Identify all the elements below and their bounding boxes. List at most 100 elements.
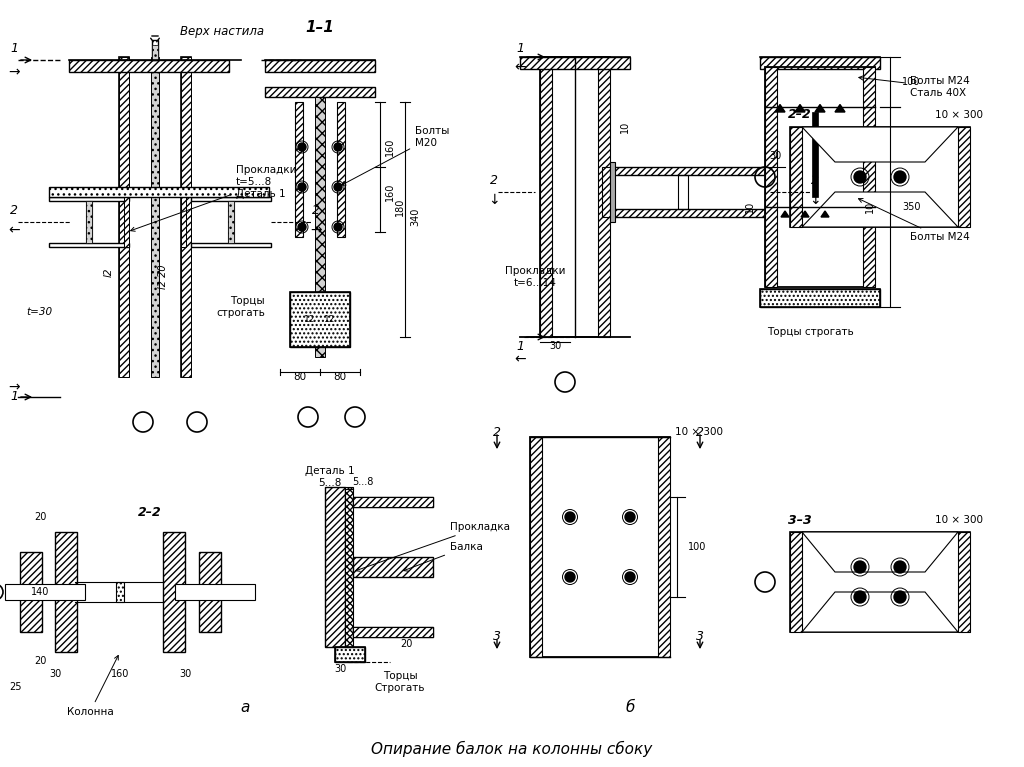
Text: 25: 25 [9, 682, 22, 692]
Text: Балка: Балка [403, 542, 483, 571]
Text: 20: 20 [400, 639, 413, 649]
Bar [49, 187, 269, 197]
Polygon shape [775, 104, 785, 112]
Bar [540, 57, 610, 337]
Bar [658, 437, 670, 657]
Polygon shape [802, 192, 958, 227]
Text: 2: 2 [312, 204, 319, 217]
Bar [325, 487, 345, 647]
Text: 5...8: 5...8 [352, 477, 374, 487]
Text: Торцы
Строгать: Торцы Строгать [375, 671, 425, 693]
Text: 1: 1 [10, 390, 18, 403]
Bar [790, 532, 970, 632]
Bar [790, 127, 802, 227]
Bar [337, 102, 345, 237]
Bar [175, 584, 255, 600]
Bar [760, 289, 880, 307]
Text: 1–1: 1–1 [305, 19, 335, 35]
Circle shape [894, 171, 906, 183]
Text: Торцы
строгать: Торцы строгать [216, 296, 265, 318]
Text: Торцы строгать: Торцы строгать [767, 327, 853, 337]
Text: ←: ← [8, 223, 19, 237]
Bar [290, 292, 350, 347]
Polygon shape [802, 592, 958, 632]
Text: →: → [8, 380, 19, 394]
Circle shape [625, 572, 635, 582]
Text: 20: 20 [34, 512, 46, 522]
Text: а: а [241, 700, 250, 715]
Text: t=30: t=30 [26, 307, 52, 317]
Text: Прокладки
t=6...14: Прокладки t=6...14 [505, 266, 565, 288]
Text: 10: 10 [745, 201, 755, 213]
Bar [86, 201, 92, 243]
Bar [265, 87, 375, 97]
Bar [119, 57, 129, 377]
Polygon shape [815, 104, 825, 112]
Text: Прокладки
t=5...8
Деталь 1: Прокладки t=5...8 Деталь 1 [131, 166, 297, 231]
Text: 100: 100 [902, 77, 921, 87]
Bar [602, 167, 610, 217]
Text: б: б [626, 700, 635, 715]
Bar [765, 67, 777, 287]
Text: 2: 2 [493, 426, 501, 439]
Bar [958, 127, 970, 227]
Polygon shape [835, 104, 845, 112]
Bar [540, 57, 552, 337]
Text: 12: 12 [304, 315, 315, 324]
Bar [228, 201, 234, 243]
Bar [530, 437, 670, 657]
Bar [265, 60, 375, 72]
Circle shape [298, 183, 306, 191]
Circle shape [854, 561, 866, 573]
Text: 10 × 300: 10 × 300 [935, 515, 983, 525]
Bar [290, 292, 350, 347]
Text: l2: l2 [104, 267, 114, 277]
Circle shape [565, 572, 575, 582]
Circle shape [854, 171, 866, 183]
Text: 30: 30 [179, 669, 191, 679]
Circle shape [894, 591, 906, 603]
Text: ←: ← [514, 352, 525, 366]
Text: 2: 2 [10, 204, 18, 217]
Circle shape [298, 223, 306, 231]
Bar [335, 647, 365, 662]
Circle shape [894, 561, 906, 573]
Text: 2: 2 [696, 426, 705, 439]
Bar [181, 197, 186, 247]
Text: 100: 100 [688, 542, 707, 552]
Bar [49, 197, 129, 201]
Bar [181, 57, 191, 377]
Bar [163, 532, 185, 652]
Text: 10 × 300: 10 × 300 [935, 110, 983, 120]
Text: 10 × 300: 10 × 300 [675, 427, 723, 437]
Text: ←: ← [514, 60, 525, 74]
Bar [119, 57, 129, 377]
Text: Болты М24
Сталь 40Х: Болты М24 Сталь 40Х [859, 76, 970, 98]
Bar [765, 67, 874, 287]
Bar [335, 647, 365, 662]
Bar [191, 197, 271, 201]
Bar [353, 557, 433, 577]
Text: 3: 3 [696, 630, 705, 644]
Bar [520, 57, 630, 69]
Text: →: → [8, 65, 19, 79]
Bar [610, 162, 615, 222]
Text: 180: 180 [395, 198, 406, 216]
Bar [678, 175, 688, 209]
Text: 140: 140 [31, 587, 49, 597]
Bar [610, 167, 765, 175]
Text: Деталь 1
5...8: Деталь 1 5...8 [305, 466, 354, 488]
Polygon shape [781, 211, 790, 217]
Circle shape [565, 512, 575, 522]
Bar [181, 57, 191, 377]
Bar [49, 243, 129, 247]
Bar [790, 127, 970, 227]
Circle shape [334, 143, 342, 151]
Text: ↓: ↓ [488, 193, 500, 207]
Text: Опирание балок на колонны сбоку: Опирание балок на колонны сбоку [372, 741, 652, 757]
Bar [610, 209, 765, 217]
Bar [199, 552, 221, 632]
Bar [760, 289, 880, 307]
Text: 1: 1 [516, 341, 524, 354]
Bar [812, 112, 818, 197]
